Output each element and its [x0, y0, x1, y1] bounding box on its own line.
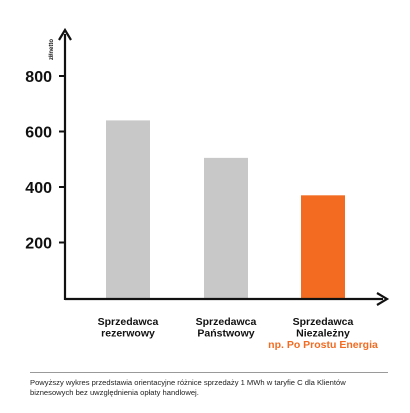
footnote-text: Powyższy wykres przedstawia orientacyjne… — [30, 378, 346, 397]
y-axis-arrow — [58, 27, 72, 41]
bar-1 — [106, 120, 150, 299]
category-sublabel-3: np. Po Prostu Energia — [268, 339, 378, 351]
category-label-1: Sprzedawca — [98, 316, 159, 328]
x-axis-arrow — [376, 292, 390, 306]
category-labels-group: SprzedawcarezerwowySprzedawcaPaństwowySp… — [98, 316, 378, 351]
category-label-1: rezerwowy — [101, 328, 155, 340]
bars-group — [106, 120, 345, 299]
y-tick-label: 400 — [25, 180, 52, 197]
y-tick-label: 600 — [25, 125, 52, 142]
y-tick-label: 800 — [25, 69, 52, 86]
category-label-2: Sprzedawca — [196, 316, 257, 328]
category-label-2: Państwowy — [197, 328, 254, 340]
bar-2 — [204, 157, 248, 298]
axes-group — [58, 27, 390, 306]
category-label-3: Sprzedawca — [293, 316, 354, 328]
footer-divider — [30, 372, 388, 373]
bar-3 — [301, 195, 345, 298]
category-label-3: Niezależny — [296, 328, 350, 340]
y-tick-group: 200 400 600 800 — [25, 69, 65, 253]
y-tick-label: 200 — [25, 236, 52, 253]
y-axis-unit-label: zł/netto — [49, 39, 55, 60]
